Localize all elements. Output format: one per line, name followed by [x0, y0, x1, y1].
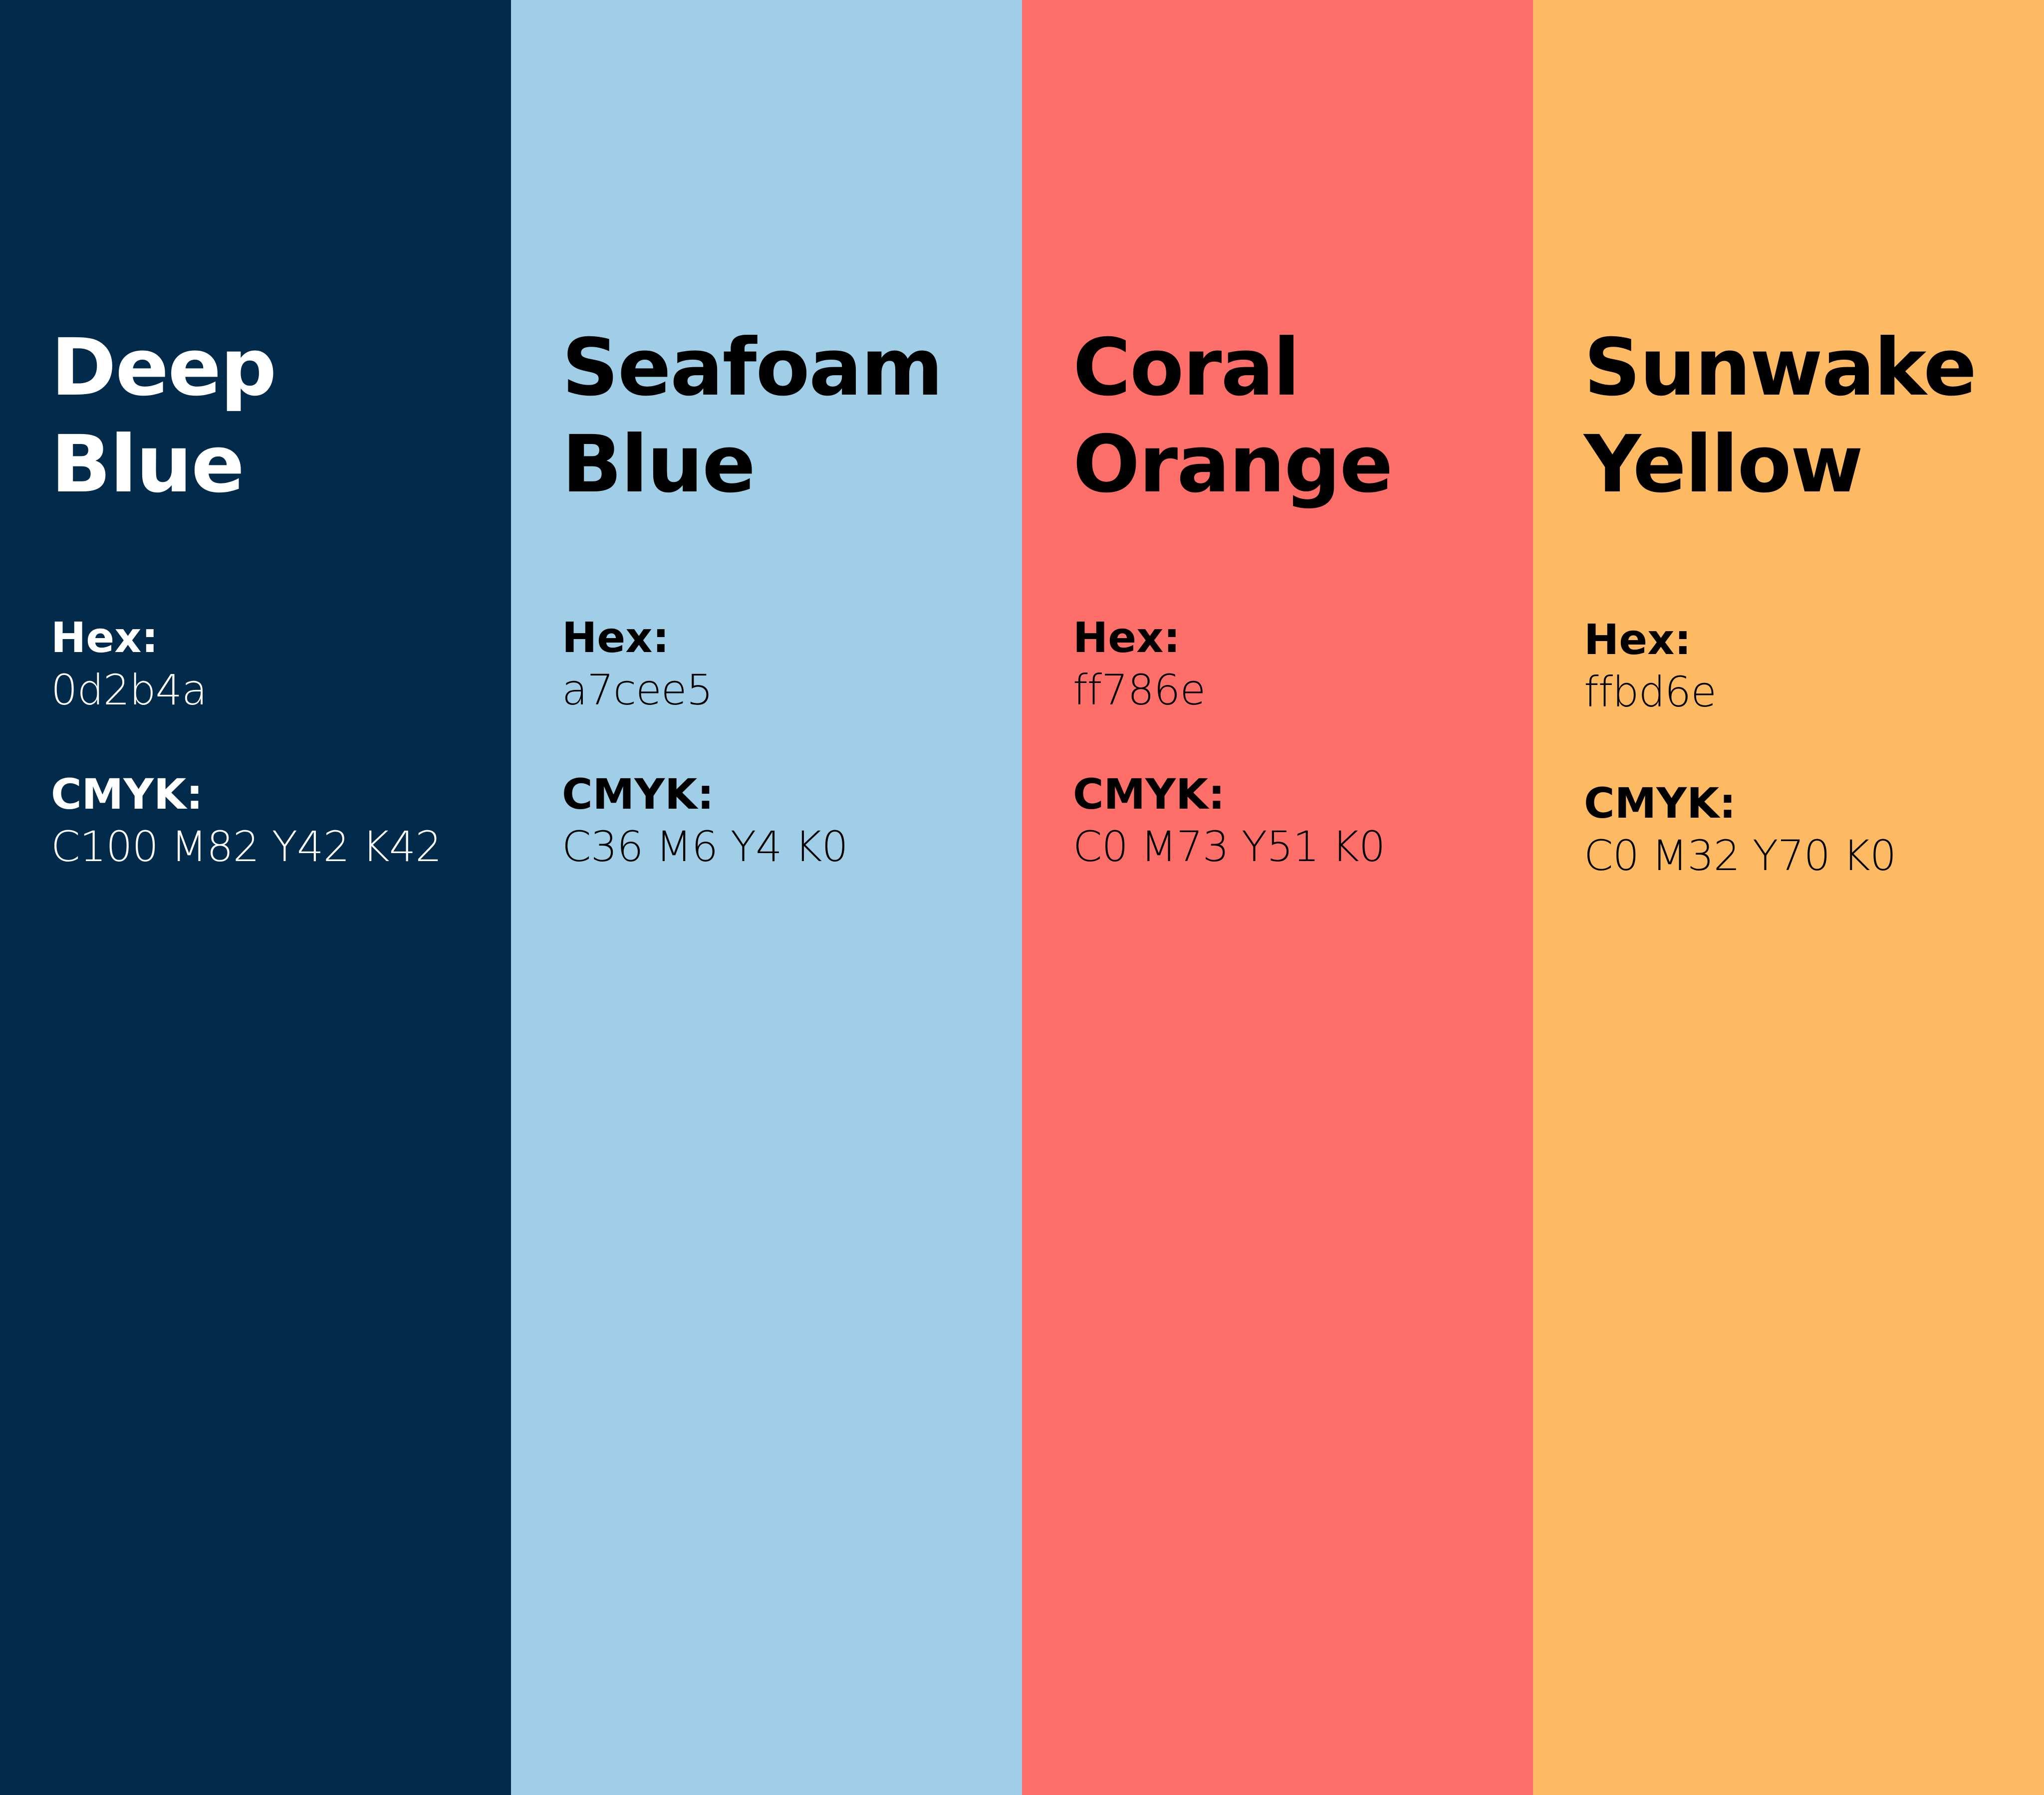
swatch-title-line-1: Seafoam	[562, 322, 943, 414]
cmyk-label: CMYK:	[1073, 770, 1225, 819]
swatch-title-line-2: Yellow	[1584, 419, 1863, 510]
hex-value: a7cee5	[562, 666, 713, 714]
cmyk-value: C36 M6 Y4 K0	[562, 822, 848, 871]
cmyk-block: CMYK: C100 M82 Y42 K42	[51, 769, 511, 874]
hex-label: Hex:	[562, 613, 670, 662]
hex-label: Hex:	[1584, 615, 1692, 664]
hex-value: 0d2b4a	[51, 666, 207, 714]
hex-value: ff786e	[1073, 666, 1206, 714]
hex-value: ffbd6e	[1584, 668, 1717, 716]
cmyk-value: C0 M32 Y70 K0	[1584, 831, 1896, 880]
cmyk-label: CMYK:	[51, 770, 203, 819]
swatch-title-line-2: Orange	[1073, 419, 1393, 510]
cmyk-value: C100 M82 Y42 K42	[51, 822, 442, 871]
swatch-sunwake-yellow: Sunwake Yellow Hex: ffbd6e CMYK: C0 M32 …	[1533, 0, 2044, 1795]
swatch-title-line-1: Sunwake	[1584, 322, 1977, 414]
hex-block: Hex: ff786e	[1073, 613, 1533, 717]
swatch-seafoam-blue: Seafoam Blue Hex: a7cee5 CMYK: C36 M6 Y4…	[511, 0, 1022, 1795]
swatch-title-line-1: Deep	[51, 322, 277, 414]
swatch-title: Seafoam Blue	[562, 319, 1022, 513]
cmyk-block: CMYK: C0 M73 Y51 K0	[1073, 769, 1533, 874]
swatch-title-line-1: Coral	[1073, 322, 1300, 414]
hex-block: Hex: ffbd6e	[1584, 615, 2044, 719]
cmyk-label: CMYK:	[562, 770, 714, 819]
swatch-title-line-2: Blue	[562, 419, 756, 510]
swatch-title: Sunwake Yellow	[1584, 319, 2044, 513]
cmyk-value: C0 M73 Y51 K0	[1073, 822, 1385, 871]
swatch-title: Coral Orange	[1073, 319, 1533, 513]
cmyk-block: CMYK: C0 M32 Y70 K0	[1584, 778, 2044, 883]
swatch-title-line-2: Blue	[51, 419, 245, 510]
hex-label: Hex:	[51, 613, 159, 662]
cmyk-label: CMYK:	[1584, 779, 1736, 828]
hex-block: Hex: 0d2b4a	[51, 613, 511, 717]
hex-block: Hex: a7cee5	[562, 613, 1022, 717]
swatch-coral-orange: Coral Orange Hex: ff786e CMYK: C0 M73 Y5…	[1022, 0, 1533, 1795]
swatch-title: Deep Blue	[51, 319, 511, 513]
cmyk-block: CMYK: C36 M6 Y4 K0	[562, 769, 1022, 874]
swatch-deep-blue: Deep Blue Hex: 0d2b4a CMYK: C100 M82 Y42…	[0, 0, 511, 1795]
hex-label: Hex:	[1073, 613, 1181, 662]
